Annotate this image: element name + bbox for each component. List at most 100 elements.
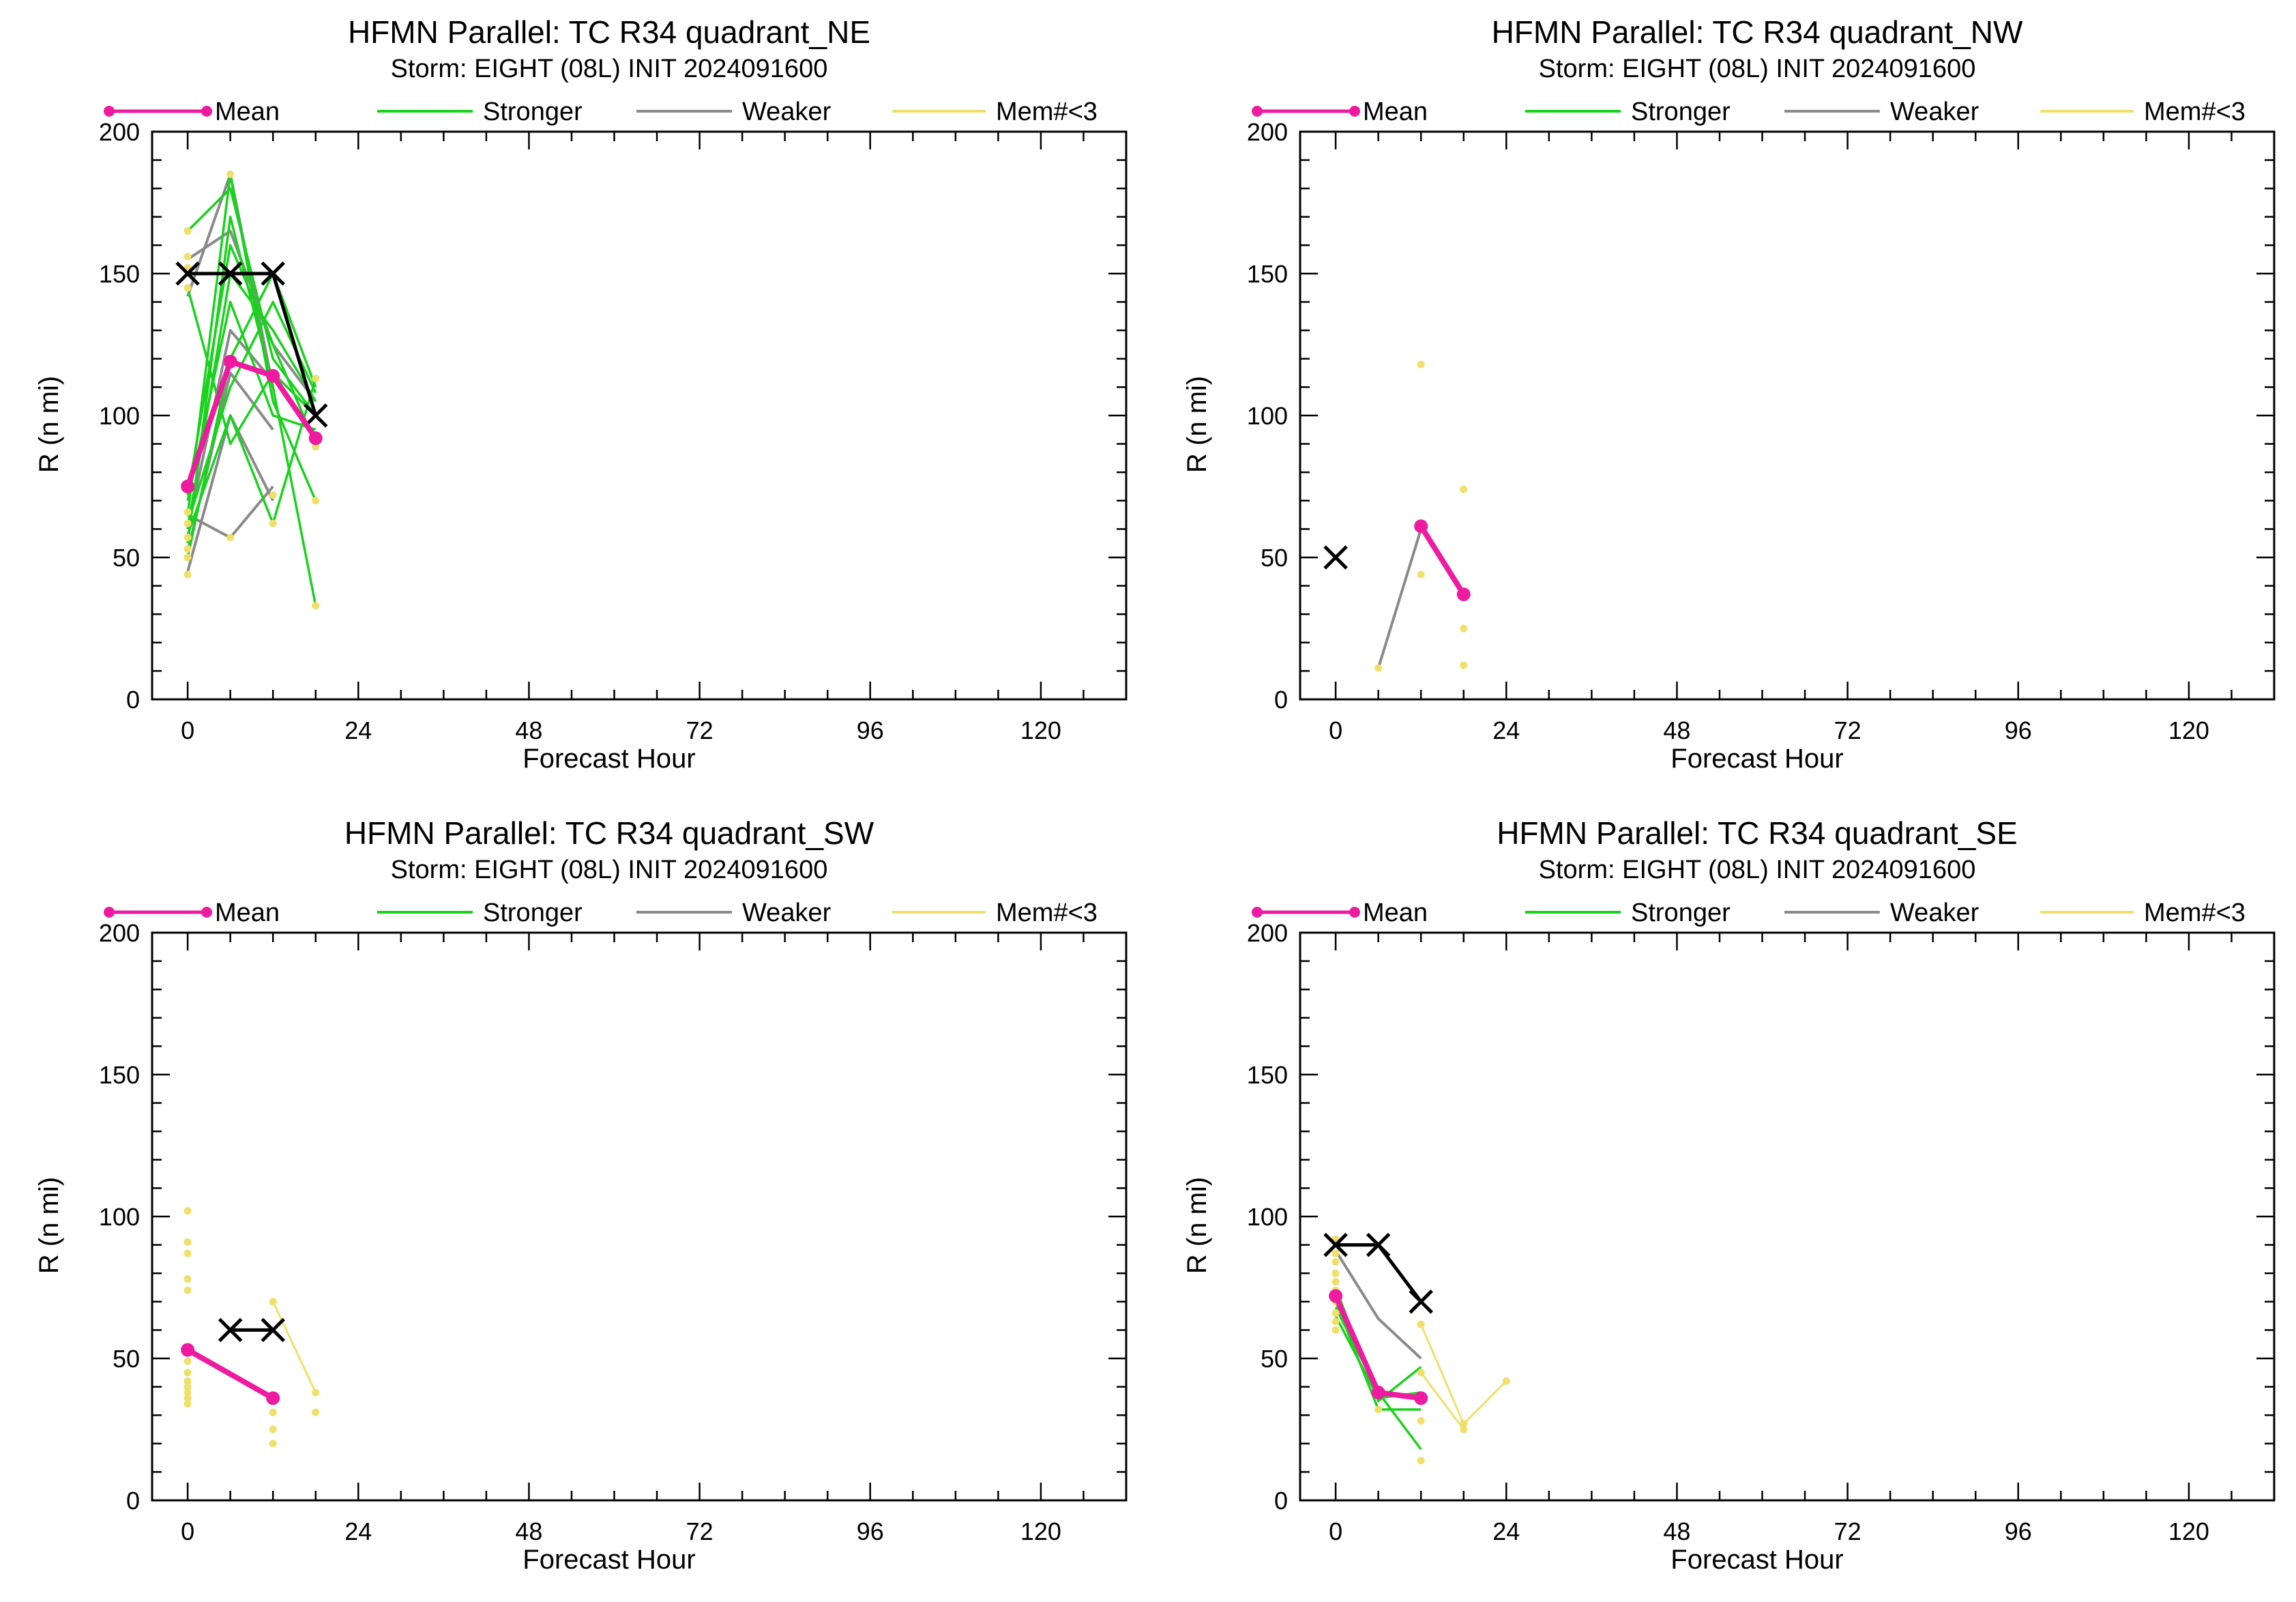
- mem-lt3-point: [312, 1408, 320, 1416]
- mem-lt3-point: [1502, 1377, 1510, 1385]
- x-tick-label: 96: [2005, 716, 2032, 744]
- mem-lt3-point: [1460, 485, 1468, 493]
- best-track-line: [188, 272, 318, 416]
- mem-lt3-point: [183, 1388, 192, 1397]
- legend-mem-lt3: Mem#<3: [2040, 98, 2246, 126]
- mem-lt3-point: [1460, 661, 1468, 669]
- legend-label: Stronger: [1631, 98, 1731, 126]
- mem-lt3-point: [183, 1238, 192, 1246]
- legend-stronger: Stronger: [377, 899, 583, 927]
- x-tick-label: 120: [2168, 1517, 2209, 1545]
- mem-lt3-point: [1331, 1317, 1340, 1326]
- mem-lt3-point: [183, 1275, 192, 1283]
- mem-lt3-line: [271, 1301, 317, 1393]
- mean-line: [186, 1348, 275, 1401]
- mem-lt3-point: [1331, 1309, 1340, 1317]
- mem-lt3-line: [1419, 1324, 1507, 1425]
- best-track-marker: [1323, 545, 1348, 570]
- legend-label: Stronger: [1631, 899, 1731, 927]
- y-tick-label: 50: [1261, 544, 1288, 572]
- mean-point: [223, 354, 237, 368]
- plot-frame: [1299, 130, 2276, 701]
- y-tick-label: 150: [99, 260, 140, 288]
- stronger-member-line: [1334, 1287, 1422, 1403]
- legend-label: Stronger: [483, 899, 583, 927]
- x-tick-label: 120: [1020, 716, 1061, 744]
- chart-panel-2: HFMN Parallel: TC R34 quadrant_NW Storm: …: [1182, 14, 2276, 774]
- chart-title: HFMN Parallel: TC R34 quadrant_NW: [1492, 14, 2023, 50]
- chart-title: HFMN Parallel: TC R34 quadrant_NE: [348, 14, 870, 50]
- mem-lt3-point: [1417, 570, 1425, 579]
- legend-mean: Mean: [1252, 98, 1428, 126]
- mean-point: [1456, 587, 1471, 602]
- best-track-marker: [175, 261, 200, 286]
- plot-area: [181, 1207, 320, 1448]
- best-track-marker: [218, 261, 243, 286]
- x-tick-label: 0: [1329, 1517, 1342, 1545]
- chart-subtitle: Storm: EIGHT (08L) INIT 2024091600: [391, 55, 828, 83]
- stronger-member-line: [186, 216, 317, 607]
- weaker-member-line: [1377, 528, 1423, 669]
- legend-stronger: Stronger: [1525, 899, 1731, 927]
- mem-lt3-point: [269, 519, 277, 527]
- legend-label: Weaker: [1890, 98, 1979, 126]
- plot-area: [175, 170, 328, 610]
- mem-lt3-point: [183, 1357, 192, 1365]
- mean-point: [181, 1343, 195, 1357]
- best-track-marker: [218, 1317, 243, 1343]
- x-axis-label: Forecast Hour: [1671, 1545, 1843, 1575]
- y-tick-label: 100: [99, 402, 140, 430]
- legend-label: Mean: [215, 98, 280, 126]
- mem-lt3-point: [183, 252, 192, 261]
- mean-point: [1329, 1289, 1343, 1303]
- x-tick-label: 24: [1492, 1517, 1520, 1545]
- legend-label: Weaker: [742, 899, 831, 927]
- stronger-member-line: [186, 378, 317, 536]
- mem-lt3-point: [183, 545, 192, 553]
- y-axis-label: R (n mi): [1182, 376, 1212, 473]
- mem-lt3-point: [312, 602, 320, 610]
- mem-lt3-point: [1417, 1457, 1425, 1465]
- mem-lt3-point: [312, 497, 320, 505]
- y-tick-label: 0: [1274, 686, 1288, 714]
- mem-lt3-point: [183, 1377, 192, 1385]
- y-axis-label: R (n mi): [34, 376, 64, 473]
- y-tick-label: 0: [126, 686, 140, 714]
- y-tick-label: 0: [126, 1487, 140, 1515]
- y-axis-label: R (n mi): [34, 1177, 64, 1274]
- y-tick-label: 100: [99, 1203, 140, 1231]
- stronger-member-line: [186, 300, 317, 501]
- plot-frame: [151, 931, 1128, 1502]
- legend-mean: Mean: [104, 899, 280, 927]
- y-tick-label: 100: [1247, 1203, 1288, 1231]
- legend-marker: [1252, 106, 1263, 117]
- legend-label: Mem#<3: [2144, 899, 2246, 927]
- mem-lt3-point: [183, 570, 192, 579]
- mem-lt3-point: [269, 1298, 277, 1306]
- y-tick-label: 50: [1261, 1345, 1288, 1373]
- legend-weaker: Weaker: [1784, 98, 1979, 126]
- mem-lt3-point: [1331, 1269, 1340, 1277]
- weaker-member-line: [186, 329, 274, 529]
- legend-label: Mean: [1363, 98, 1428, 126]
- best-track-marker: [1323, 1232, 1348, 1257]
- mean-point: [1371, 1385, 1385, 1399]
- x-axis-label: Forecast Hour: [523, 1545, 695, 1575]
- mem-lt3-point: [183, 1369, 192, 1377]
- weaker-member-line: [1334, 1249, 1422, 1360]
- mean-point: [266, 368, 280, 383]
- legend-label: Stronger: [483, 98, 583, 126]
- x-tick-label: 24: [344, 1517, 372, 1545]
- legend-marker: [201, 106, 212, 117]
- mem-lt3-point: [226, 534, 235, 542]
- legend-label: Mem#<3: [2144, 98, 2246, 126]
- plot-area: [1323, 360, 1471, 672]
- best-track-marker: [1366, 1232, 1391, 1257]
- x-tick-label: 24: [344, 716, 372, 744]
- mem-lt3-point: [269, 1425, 277, 1433]
- y-axis-label: R (n mi): [1182, 1177, 1212, 1274]
- mem-lt3-point: [183, 1400, 192, 1408]
- mem-lt3-point: [183, 1394, 192, 1402]
- x-tick-label: 72: [1834, 716, 1861, 744]
